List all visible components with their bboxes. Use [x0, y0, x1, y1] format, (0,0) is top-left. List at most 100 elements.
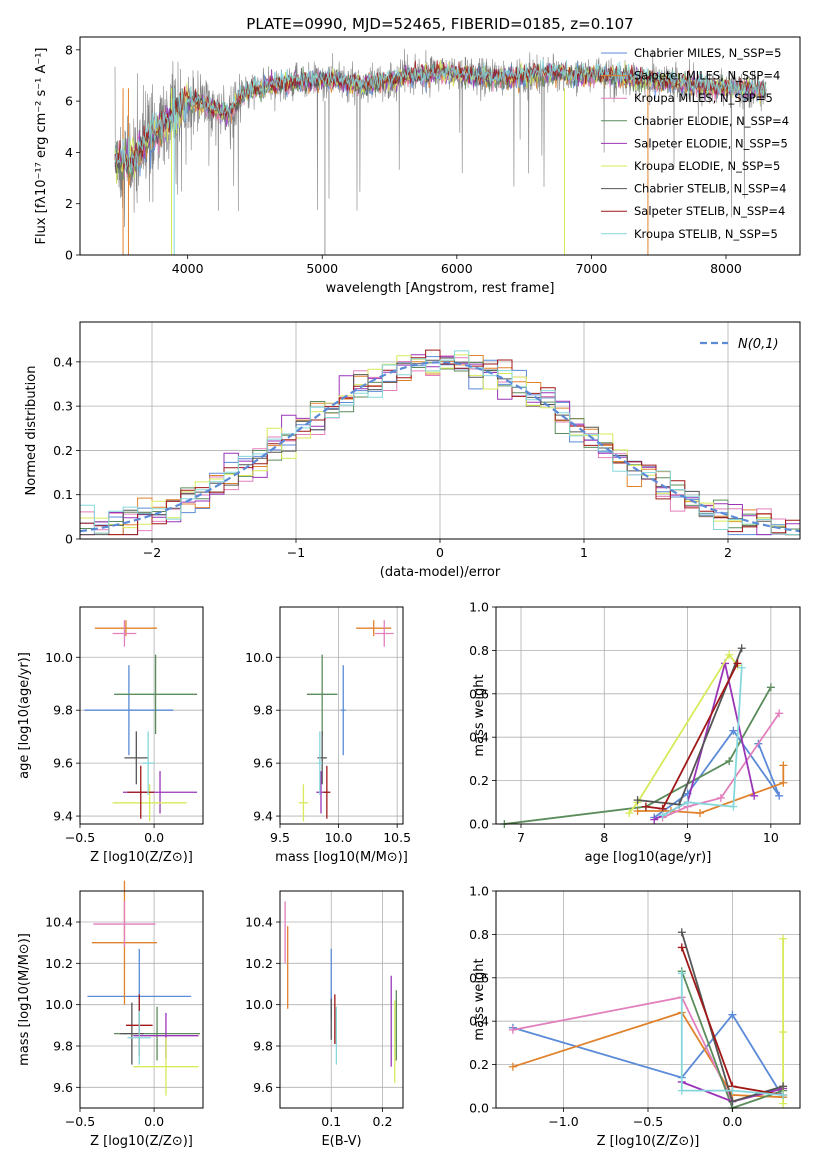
x-tick-label: −1 [287, 545, 305, 560]
point-marker-kroupa_stelib [677, 969, 686, 978]
legend-label: Chabrier STELIB, N_SSP=4 [634, 182, 786, 196]
point-marker-salpeter_miles [508, 1062, 517, 1071]
mass_vs_ebv-panel: 0.1 0.2 9.6 9.8 10.0 10.2 10.4 E(B-V) [245, 890, 404, 1149]
point-marker-kroupa_elodie [779, 1028, 788, 1037]
point-marker-kroupa_stelib [658, 811, 667, 820]
age_vs_mass-frame [279, 606, 404, 825]
x-tick-label: 2 [724, 545, 732, 560]
x-tick-label: 10.0 [325, 830, 353, 845]
y-tick-label: 9.6 [53, 1080, 73, 1095]
residuals-plot-area [80, 349, 800, 536]
y-tick-label: 9.8 [53, 1039, 73, 1054]
y-tick-label: 9.6 [253, 1080, 273, 1095]
x-tick-label: 8 [600, 830, 608, 845]
x-tick-label: 6000 [441, 261, 473, 276]
mass_vs_ebv-plot-area [284, 901, 397, 1084]
massweight_vs_age-frame [495, 606, 801, 825]
point-marker-kroupa_elodie [625, 809, 634, 818]
x-tick-label: 0.0 [144, 830, 164, 845]
y-tick-label: 0.8 [469, 643, 489, 658]
x-axis-label: Z [log10(Z/Z⊙)] [90, 850, 193, 865]
y-tick-label: 0 [65, 248, 73, 263]
y-tick-label: 0.2 [469, 773, 489, 788]
point-marker-kroupa_stelib [779, 1090, 788, 1099]
mass_vs_ebv-frame [279, 890, 404, 1109]
legend-label: Salpeter ELODIE, N_SSP=5 [634, 136, 788, 150]
y-tick-label: 10.0 [45, 997, 73, 1012]
y-tick-label: 4 [65, 145, 73, 160]
legend-label: Kroupa STELIB, N_SSP=5 [634, 227, 778, 241]
y-axis-label: mass weight [472, 674, 487, 756]
series-line-kroupa_elodie [628, 653, 739, 814]
y-tick-label: 0.4 [53, 354, 73, 369]
massweight_vs_Z-frame [495, 890, 801, 1109]
age_vs_Z-frame [79, 606, 204, 825]
x-tick-label: 9 [684, 830, 692, 845]
x-tick-label: 9.5 [270, 830, 290, 845]
x-tick-label: −0.5 [65, 830, 95, 845]
y-tick-label: 9.4 [253, 809, 273, 824]
point-marker-kroupa_miles [716, 793, 725, 802]
x-axis-label: Z [log10(Z/Z⊙)] [597, 1134, 700, 1149]
y-tick-label: 10.2 [45, 956, 73, 971]
y-tick-label: 0.1 [53, 487, 73, 502]
y-tick-label: 0.0 [469, 1101, 489, 1116]
y-tick-label: 9.8 [253, 1039, 273, 1054]
point-marker-kroupa_elodie [779, 934, 788, 943]
gaussian-curve [80, 361, 800, 533]
legend-label: N(0,1) [738, 337, 779, 352]
massweight_vs_Z-panel: −1.0 −0.5 0.0 0.0 0.2 0.4 0.6 0.8 1.0 Z [log10(Z/… [469, 884, 801, 1149]
y-tick-label: 0.0 [469, 817, 489, 832]
mass_vs_Z-plot-area [87, 880, 201, 1096]
x-tick-label: 0.2 [373, 1114, 393, 1129]
model-line-kroupa_stelib [114, 59, 767, 174]
y-tick-label: 0.6 [469, 686, 489, 701]
point-marker-kroupa_stelib [737, 663, 746, 672]
x-tick-label: 1 [580, 545, 588, 560]
y-tick-label: 0 [65, 532, 73, 547]
residuals-panel: −2 −1 0 1 2 0 0.1 0.2 0.3 0.4 (data-model)/error No… [24, 321, 801, 580]
y-axis-label: mass [log10(M/M⊙)] [17, 933, 32, 1066]
age_vs_Z-plot-area [84, 620, 198, 822]
spectrum-plot-area [114, 48, 767, 255]
x-tick-label: 0 [436, 545, 444, 560]
age_vs_mass-plot-area [298, 620, 394, 822]
point-marker-kroupa_stelib [729, 802, 738, 811]
series-line-kroupa_stelib [662, 667, 743, 817]
point-marker-chabrier_stelib [728, 1097, 737, 1106]
x-axis-label: mass [log10(M/M⊙)] [275, 850, 408, 865]
y-tick-label: 1.0 [469, 600, 489, 615]
x-tick-label: 0.0 [722, 1114, 742, 1129]
legend-label: Salpeter MILES, N_SSP=4 [634, 69, 780, 83]
x-tick-label: 0.0 [144, 1114, 164, 1129]
y-tick-label: 0.2 [53, 443, 73, 458]
series-line-chabrier_miles [512, 1013, 784, 1098]
massweight_vs_age-plot-area [500, 644, 788, 828]
y-tick-label: 8 [65, 42, 73, 57]
point-marker-salpeter_stelib [677, 943, 686, 952]
point-marker-salpeter_miles [696, 809, 705, 818]
y-axis-label: age [log10(age/yr)] [17, 652, 32, 779]
y-tick-label: 0.2 [469, 1057, 489, 1072]
x-axis-label: E(B-V) [321, 1134, 361, 1149]
point-marker-salpeter_miles [779, 761, 788, 770]
point-marker-kroupa_stelib [728, 1086, 737, 1095]
point-marker-chabrier_elodie [725, 757, 734, 766]
point-marker-chabrier_miles [775, 791, 784, 800]
point-marker-salpeter_stelib [641, 802, 650, 811]
series-line-kroupa_miles [662, 712, 780, 819]
point-marker-chabrier_miles [729, 726, 738, 735]
point-marker-kroupa_miles [775, 709, 784, 718]
y-tick-label: 9.8 [53, 703, 73, 718]
x-tick-label: 10.5 [383, 830, 411, 845]
x-tick-label: 0.1 [321, 1114, 341, 1129]
y-axis-label: mass weight [472, 958, 487, 1040]
x-tick-label: 7 [517, 830, 525, 845]
point-marker-salpeter_elodie [750, 791, 759, 800]
spectrum-panel: 4000 5000 6000 7000 8000 0 2 4 6 8 wavelength [Ang… [34, 15, 801, 296]
mass_vs_Z-panel: −0.5 0.0 9.6 9.8 10.0 10.2 10.4 Z [log10(Z/Z⊙)]… [17, 880, 204, 1149]
spectrum-frame [79, 36, 801, 256]
y-tick-label: 10.4 [45, 915, 73, 930]
y-tick-label: 10.2 [245, 956, 273, 971]
x-tick-label: −2 [143, 545, 161, 560]
